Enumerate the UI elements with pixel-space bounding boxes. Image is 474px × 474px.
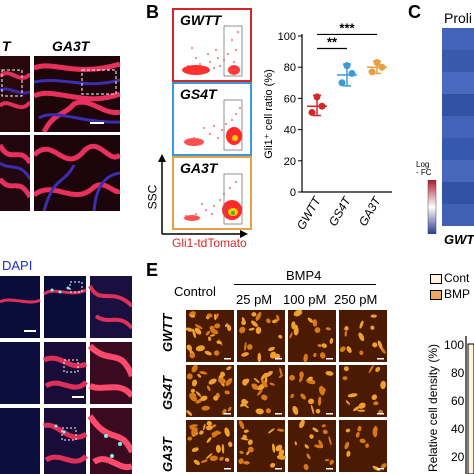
legend-swatch-control <box>430 274 442 284</box>
cell-image-tile <box>339 420 387 472</box>
legend-swatch-bmp <box>430 290 442 300</box>
panelE-ytick-80: 80 <box>451 366 465 380</box>
panelE-dose-2: 100 pM <box>283 292 327 307</box>
x-tick-label: GWTT <box>294 193 325 232</box>
panelE-cell-image-grid <box>186 310 387 472</box>
data-point <box>338 79 346 87</box>
panelC-colorbar <box>427 180 437 234</box>
facs-plot-ga3t: GA3T <box>172 156 252 230</box>
data-point <box>308 108 316 116</box>
panelE-ytick-100: 100 <box>444 338 465 352</box>
panelE-legend: Cont BMP <box>428 270 474 304</box>
panelC-heatmap <box>442 28 474 226</box>
facs-yaxis-label: SSC <box>145 184 160 210</box>
panelA-bottom-label: DAPI <box>2 258 33 273</box>
panelA-col-label-1: T <box>2 38 11 54</box>
facs-xaxis-label: Gli1-tdTomato <box>172 236 247 250</box>
panelC-colorbar-label-1: Log <box>416 160 430 169</box>
data-point <box>368 68 376 76</box>
data-point <box>348 69 356 77</box>
panelE-ytick-20: 20 <box>451 450 465 464</box>
panelE-bar-ylabel: Relative cell density (%) <box>426 343 440 472</box>
panelE-row-label-1: GWTT <box>160 313 175 352</box>
cell-image-tile <box>186 310 234 362</box>
x-tick-label: GS4T <box>326 193 355 229</box>
panelC-bottom-label: GWT <box>444 232 474 247</box>
data-point <box>343 62 351 70</box>
facs-plot-gs4t: GS4T <box>172 82 252 156</box>
panelA-image-1 <box>0 56 30 132</box>
facs-label-gs4t: GS4T <box>180 86 217 102</box>
panelC-colorbar-label-2: - FC <box>416 168 432 177</box>
cell-image-tile <box>339 364 387 417</box>
cell-image-tile <box>237 310 285 363</box>
significance-label: *** <box>339 20 355 35</box>
cell-image-tile <box>288 310 336 363</box>
panelC-letter: C <box>408 2 421 22</box>
y-tick-label: 60 <box>284 93 296 105</box>
panelE-header-group: BMP4 <box>286 268 322 283</box>
panelA-image-2 <box>34 56 120 132</box>
y-tick-label: 20 <box>284 156 296 168</box>
data-point <box>373 59 381 67</box>
facs-label-gwtt: GWTT <box>180 12 222 28</box>
legend-label-bmp: BMP <box>444 287 471 301</box>
data-point <box>318 102 326 110</box>
y-tick-label: 80 <box>284 62 296 74</box>
facs-plot-gwtt: GWTT <box>172 8 252 82</box>
cell-image-tile <box>288 365 336 417</box>
panelE-ytick-40: 40 <box>451 422 465 436</box>
panelA-image-4 <box>34 135 120 211</box>
panelE-header-control: Control <box>174 284 216 299</box>
cell-image-tile <box>339 310 387 362</box>
gli1-ratio-chart: 0 20 40 60 80 100 Gli1⁺ cell ratio (%) GWTT GS4T… <box>263 20 392 232</box>
panelE-bar-axis <box>465 336 474 474</box>
panelE-group-line <box>234 284 376 285</box>
panelE-dose-3: 250 pM <box>334 292 378 307</box>
y-tick-label: 40 <box>284 125 296 137</box>
data-point <box>378 63 386 71</box>
panelA-image-3 <box>0 135 30 211</box>
legend-label-control: Cont <box>444 271 470 285</box>
cell-image-tile <box>186 364 234 417</box>
facs-axes-arrows <box>158 154 248 238</box>
panelA-col-label-2: GA3T <box>52 38 90 54</box>
y-tick-label: 0 <box>290 187 296 199</box>
cell-image-tile <box>288 419 336 472</box>
panelB-letter: B <box>146 2 159 22</box>
panelE-dose-1: 25 pM <box>236 292 273 307</box>
panelE-row-label-2: GS4T <box>160 376 175 410</box>
y-axis-label: Gli1⁺ cell ratio (%) <box>263 69 275 159</box>
panelE-ytick-60: 60 <box>451 394 465 408</box>
facs-label-ga3t: GA3T <box>180 160 218 176</box>
y-tick-label: 100 <box>278 31 296 43</box>
panelE-letter: E <box>146 260 159 280</box>
panelE-row-label-3: GA3T <box>160 437 175 472</box>
panelC-title: Proli <box>444 10 473 26</box>
cell-image-tile <box>237 420 287 472</box>
cell-image-tile <box>186 420 234 472</box>
data-point <box>313 93 321 101</box>
cell-image-tile <box>237 365 285 417</box>
x-tick-label: GA3T <box>356 193 385 229</box>
panelD-image-grid <box>0 276 132 474</box>
significance-label: ** <box>327 34 338 49</box>
